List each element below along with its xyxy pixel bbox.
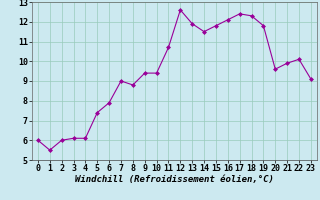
X-axis label: Windchill (Refroidissement éolien,°C): Windchill (Refroidissement éolien,°C): [75, 175, 274, 184]
